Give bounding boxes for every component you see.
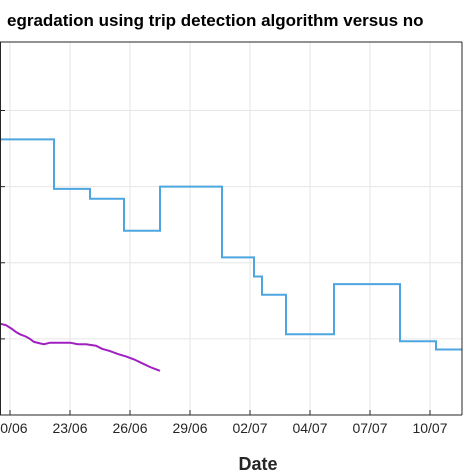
x-tick-label-7: 10/07 <box>412 420 447 436</box>
chart-title: egradation using trip detection algorith… <box>7 11 424 30</box>
x-tick-label-0: 20/06 <box>0 420 28 436</box>
x-tick-label-2: 26/06 <box>112 420 147 436</box>
x-tick-label-3: 29/06 <box>172 420 207 436</box>
series-line-0 <box>0 138 462 351</box>
x-tick-label-5: 04/07 <box>292 420 327 436</box>
axes <box>0 41 463 416</box>
series-group <box>0 138 462 372</box>
x-tick-label-6: 07/07 <box>352 420 387 436</box>
x-axis-label: Date <box>238 454 277 474</box>
x-tick-label-1: 23/06 <box>52 420 87 436</box>
x-tick-labels: 20/06 23/06 26/06 29/06 02/07 04/07 07/07 10/07 <box>0 420 448 436</box>
grid <box>0 42 462 415</box>
series-line-1 <box>0 322 161 372</box>
x-tick-label-4: 02/07 <box>232 420 267 436</box>
